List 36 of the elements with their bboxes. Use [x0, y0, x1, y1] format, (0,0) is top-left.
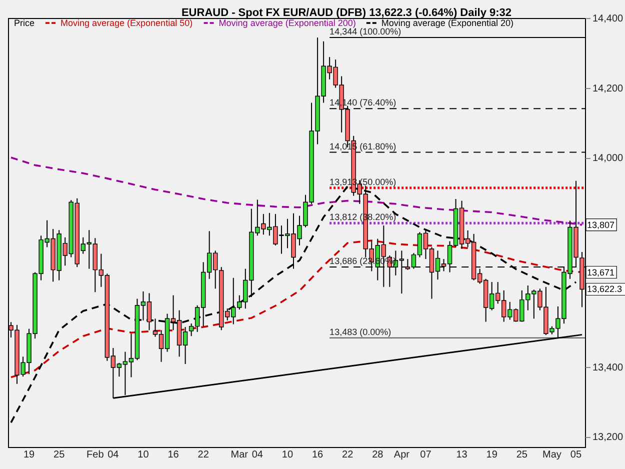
annotation: 13,622.3 — [587, 284, 622, 294]
ref-line-label: 14,344 (100.00%) — [330, 26, 402, 37]
annotation: 13,671 — [587, 267, 615, 278]
ref-line-label: 13,483 (0.00%) — [330, 326, 392, 337]
x-tick-label: Mar — [230, 450, 249, 460]
legend-label: Moving average (Exponential 20) — [381, 18, 514, 28]
x-tick-label: 25 — [54, 450, 66, 460]
x-tick-label: 28 — [372, 450, 384, 460]
x-tick-label: 22 — [342, 450, 354, 460]
x-tick-label: 10 — [282, 450, 294, 460]
x-tick-label: 07 — [420, 450, 432, 460]
line-series — [10, 156, 583, 226]
annotation: 13,807 — [587, 220, 615, 230]
x-tick-label: 10 — [138, 450, 150, 460]
legend-label: Moving average (Exponential 200) — [218, 18, 356, 28]
x-tick-label: Apr — [394, 450, 410, 460]
x-tick-label: 05 — [570, 450, 582, 460]
legend-title: Price — [14, 18, 35, 28]
x-tick-label: 04 — [108, 450, 120, 460]
x-tick-label: 04 — [252, 450, 264, 460]
chart-title: EURAUD - Spot FX EUR/AUD (DFB) 13,622.3 (-0.64%) Daily 9:32 — [181, 7, 512, 19]
x-tick-label: 13 — [456, 450, 468, 460]
x-tick-label: 25 — [516, 450, 528, 460]
x-tick-label: 22 — [198, 450, 210, 460]
x-tick-label: 16 — [312, 450, 324, 460]
legend-label: Moving average (Exponential 50) — [60, 18, 193, 28]
x-tick-label: 19 — [486, 450, 498, 460]
y-tick-label: 14,000 — [592, 153, 624, 164]
x-tick-label: 16 — [168, 450, 180, 460]
x-tick-label: Feb — [86, 450, 104, 460]
x-tick-label: 19 — [23, 450, 36, 460]
x-tick-label: May — [542, 450, 562, 460]
y-tick-label: 14,400 — [592, 14, 624, 24]
y-tick-label: 13,200 — [592, 432, 624, 444]
y-tick-label: 13,400 — [592, 362, 624, 374]
y-tick-label: 14,200 — [592, 83, 624, 94]
